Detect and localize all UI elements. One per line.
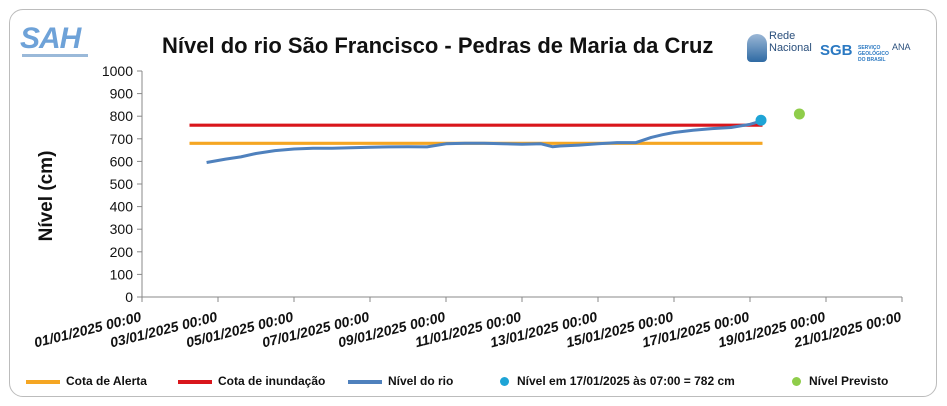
y-tick-label: 600 [110,153,134,169]
y-tick-label: 100 [110,266,134,282]
legend-item-cota-inundacao: Cota de inundação [178,374,325,388]
y-tick-label: 900 [110,86,134,102]
rede-logo-line2: Nacional [769,42,812,54]
y-tick-label: 300 [110,221,134,237]
series-4-point [793,108,805,120]
y-tick-label: 200 [110,244,134,260]
y-tick-label: 0 [125,289,133,305]
legend-label-nivel-atual: Nível em 17/01/2025 às 07:00 = 782 cm [517,374,735,388]
legend-swatch-nivel-rio [348,379,382,384]
y-tick-label: 800 [110,108,134,124]
rede-hidrometeorologica-logo: Rede Nacional [747,28,817,68]
y-tick-label: 400 [110,199,134,215]
chart-frame [9,9,937,397]
rede-logo-text: Rede Nacional [769,30,812,54]
legend-label-nivel-previsto: Nível Previsto [809,374,889,388]
chart-title: Nível do rio São Francisco - Pedras de M… [162,33,714,58]
series-2-line [206,119,763,164]
legend-swatch-cota-inundacao [178,379,212,384]
legend-item-cota-alerta: Cota de Alerta [26,374,147,388]
sah-logo: SAH [20,22,81,55]
rede-logo-line1: Rede [769,30,796,42]
y-tick-label: 1000 [102,63,133,79]
legend-label-cota-alerta: Cota de Alerta [66,374,147,388]
legend-swatch-nivel-atual [500,377,509,387]
legend-item-nivel-rio: Nível do rio [348,374,453,388]
series-3-point [755,114,767,126]
rede-logo-icon [747,34,767,62]
legend-swatch-cota-alerta [26,379,60,384]
legend-item-nivel-previsto: Nível Previsto [792,374,888,388]
ana-logo: ANA [892,42,911,52]
y-tick-label: 700 [110,131,134,147]
y-axis-label: Nível (cm) [36,151,57,242]
legend-item-nivel-atual: Nível em 17/01/2025 às 07:00 = 782 cm [500,374,735,388]
legend-label-nivel-rio: Nível do rio [388,374,454,388]
legend-label-cota-inundacao: Cota de inundação [218,374,326,388]
sgb-logo: SGB [820,42,853,59]
sgb-logo-subtitle: SERVIÇO GEOLÓGICO DO BRASIL [858,45,889,63]
legend-swatch-nivel-previsto [792,377,801,387]
y-tick-label: 500 [110,176,134,192]
sah-logo-underline [22,54,88,57]
